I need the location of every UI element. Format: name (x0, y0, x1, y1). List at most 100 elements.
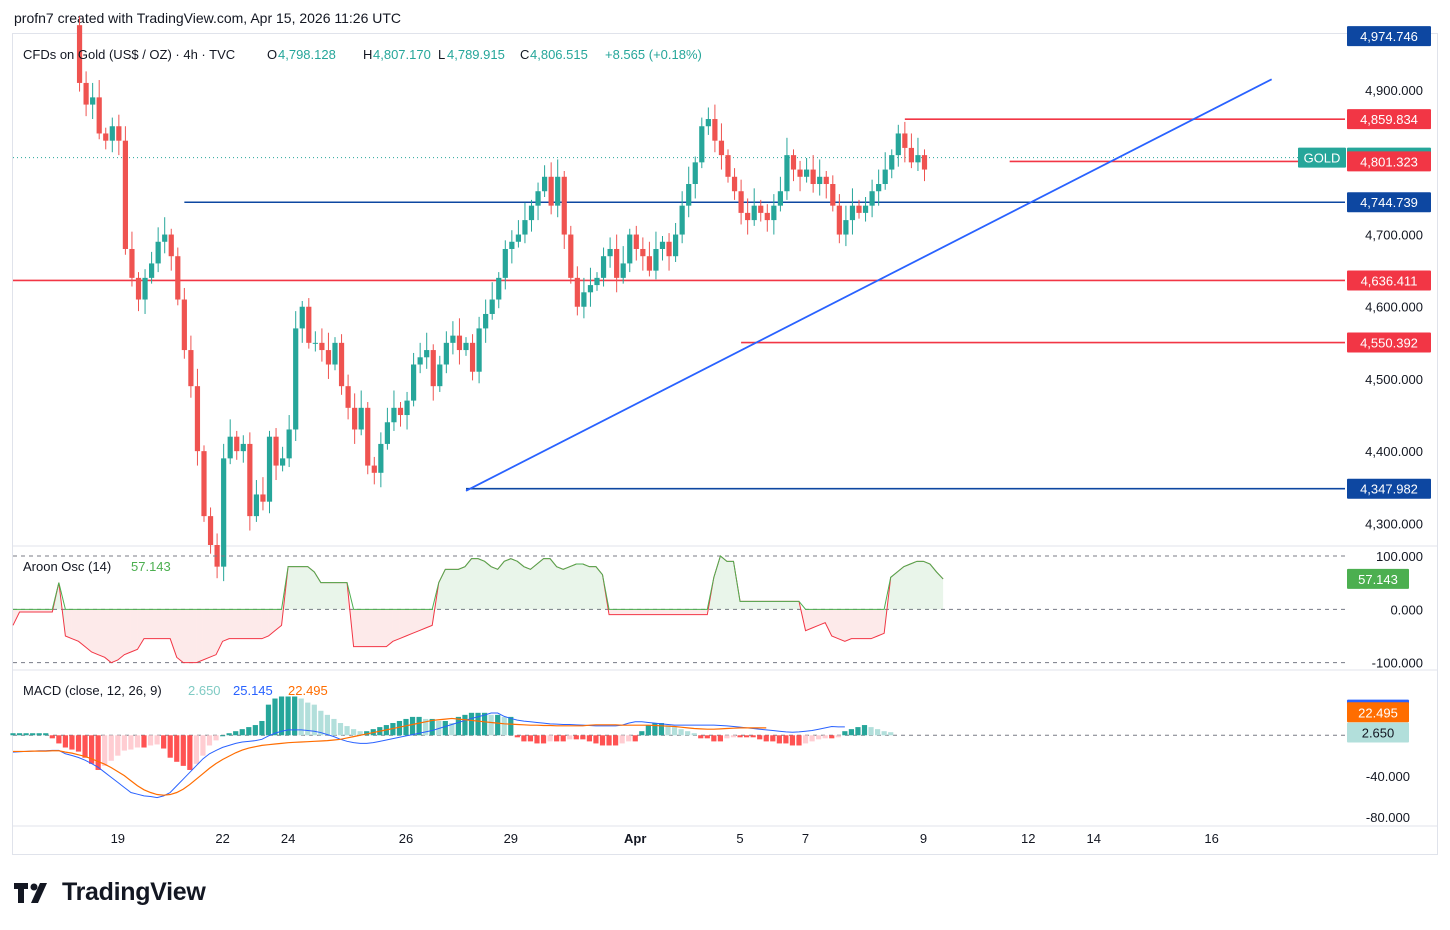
aroon-fill (831, 609, 839, 639)
macd-histogram-bar (711, 735, 717, 742)
macd-histogram-bar (468, 712, 475, 736)
aroon-fill (805, 609, 813, 631)
candle-body (502, 248, 508, 278)
macd-histogram-bar (115, 735, 121, 756)
candle-body (836, 205, 842, 235)
price-tag-label: 4,744.739 (1360, 195, 1418, 210)
tradingview-logo[interactable]: TradingView (14, 878, 206, 907)
aroon-fill (759, 601, 767, 610)
aroon-fill (825, 609, 832, 636)
macd-tag (1347, 702, 1409, 723)
aroon-fill (229, 609, 236, 639)
aroon-fill (661, 609, 668, 615)
macd-histogram-bar (174, 735, 180, 762)
candle-body (214, 545, 220, 567)
price-axis[interactable]: 4,300.000 4,400.000 4,500.000 4,600.000 4,70… (1298, 26, 1431, 825)
candle-body (804, 169, 810, 177)
aroon-fill (451, 569, 459, 610)
aroon-fill (412, 609, 420, 634)
legend-close-label: C (520, 47, 529, 62)
macd-histogram-bar (285, 696, 291, 736)
candle-body (384, 422, 390, 444)
candle-body (574, 277, 580, 307)
macd-histogram-bar (645, 725, 651, 736)
aroon-fill (478, 558, 485, 610)
candle-body (319, 342, 325, 351)
aroon-fill (668, 609, 675, 615)
candle-body (260, 494, 266, 502)
candle-body (686, 184, 692, 206)
macd-histogram-bar (521, 735, 527, 742)
signal-line (13, 717, 767, 796)
macd-histogram-bar (547, 735, 553, 742)
time-tick-label: 29 (504, 831, 518, 846)
macd-histogram-bar (671, 727, 678, 736)
aroon-fill (137, 609, 144, 650)
aroon-fill (746, 601, 754, 610)
aroon-fill (923, 561, 930, 610)
aroon-fill (916, 561, 924, 610)
aroon-fill (936, 572, 944, 610)
aroon-fill (150, 609, 158, 639)
macd-histogram-bar (305, 702, 311, 736)
legend-high: 4,807.170 (373, 47, 431, 62)
candle-body (594, 277, 600, 286)
legend-symbol: CFDs on Gold (US$ / OZ) · 4h · TVC (23, 47, 235, 62)
price-pane[interactable] (13, 16, 1437, 582)
macd-histogram-bar (278, 696, 285, 736)
aroon-pane[interactable] (12, 555, 1437, 671)
aroon-fill (792, 601, 799, 610)
macd-histogram-bar (842, 731, 848, 736)
macd-histogram-bar (809, 735, 815, 742)
candle-body (673, 234, 679, 257)
macd-histogram-bar (324, 714, 330, 736)
macd-histogram-bar (193, 735, 199, 764)
macd-histogram-bar (796, 735, 802, 746)
macd-pane[interactable] (10, 696, 1345, 799)
macd-histogram-bar (691, 733, 697, 736)
aroon-fill (930, 564, 937, 610)
time-axis[interactable]: 19 22 24 26 29 Apr 5 7 9 12 14 16 (13, 825, 1437, 846)
aroon-fill (327, 582, 334, 610)
macd-histogram-bar (730, 735, 737, 738)
candle-body (404, 400, 410, 416)
aroon-fill (340, 582, 348, 610)
time-tick-label: 14 (1087, 831, 1101, 846)
aroon-fill (216, 609, 223, 655)
aroon-fill (504, 558, 511, 610)
price-tick-label: 4,500.000 (1365, 372, 1423, 387)
macd-histogram-bar (220, 735, 226, 737)
aroon-fill (124, 609, 131, 655)
macd-histogram-bar (449, 723, 455, 736)
aroon-fill (261, 609, 269, 639)
macd-histogram-bar (396, 720, 403, 736)
aroon-fill (117, 609, 125, 660)
aroon-line (13, 555, 944, 610)
candle-body (332, 342, 338, 365)
candle-body (915, 155, 921, 163)
aroon-fill (628, 609, 636, 615)
candle-body (817, 176, 823, 185)
aroon-fill (785, 601, 793, 610)
aroon-fill (890, 572, 898, 610)
aroon-fill (641, 609, 649, 615)
aroon-fill (255, 609, 262, 639)
candle-body (725, 155, 731, 177)
time-tick-label: 24 (281, 831, 295, 846)
candle-body (627, 234, 633, 264)
candle-body (522, 220, 528, 235)
candle-body (76, 25, 83, 83)
candle-body (122, 140, 128, 249)
macd-histogram-bar (30, 733, 36, 736)
macd-histogram-bar (206, 735, 213, 746)
macd-histogram-bar (128, 735, 134, 750)
macd-histogram-bar (783, 735, 789, 744)
candle-body (555, 176, 561, 206)
macd-histogram-bar (501, 716, 507, 736)
price-tag-label: 4,347.982 (1360, 482, 1418, 497)
aroon-fill (713, 556, 721, 610)
candle-body (777, 191, 783, 206)
aroon-fill (26, 609, 33, 612)
candle-body (188, 350, 194, 387)
